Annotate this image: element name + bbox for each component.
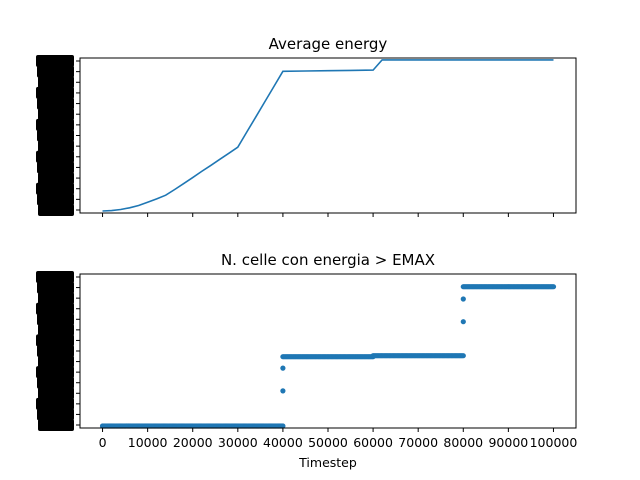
bottom-y-tick-label-blob <box>37 313 74 326</box>
bottom-y-tick-label-blob <box>37 376 74 389</box>
top-y-tick-label-blob <box>36 150 74 163</box>
bottom-y-tick-label-blob <box>36 397 74 410</box>
bottom-y-tick-label-blob <box>37 408 74 421</box>
bottom-axes: N. celle con energia > EMAX 0 10000 20000 3… <box>36 251 577 470</box>
scatter-point <box>550 284 557 290</box>
scatter-outlier-point <box>280 365 286 371</box>
top-y-ticks <box>36 55 80 216</box>
top-y-tick-label-blob <box>38 140 74 153</box>
top-y-tick-label-blob <box>37 161 74 174</box>
bottom-y-tick-label-blob <box>38 387 74 400</box>
x-tick-label: 20000 <box>173 435 213 450</box>
top-y-tick-label-blob <box>38 108 74 121</box>
bottom-y-tick-label-blob <box>38 292 74 305</box>
top-y-tick-label-blob <box>38 204 74 216</box>
bottom-y-tick-label-blob <box>37 345 74 357</box>
bottom-y-tick-label-blob <box>38 323 74 336</box>
top-x-ticks <box>102 213 554 217</box>
top-y-tick-label-blob <box>37 65 74 78</box>
x-tick-label: 50000 <box>308 435 348 450</box>
bottom-y-tick-label-blob <box>38 355 74 368</box>
bottom-y-tick-label-blob <box>37 281 74 294</box>
scatter-outlier-point <box>280 388 286 394</box>
x-tick-label: 60000 <box>353 435 393 450</box>
top-axes-frame <box>79 57 577 214</box>
bottom-y-ticks <box>36 271 80 431</box>
x-tick-label: 70000 <box>398 435 438 450</box>
top-plot-area <box>102 59 554 212</box>
bottom-y-tick-label-blob <box>36 366 74 379</box>
top-chart-title: Average energy <box>269 35 388 53</box>
bottom-x-ticks: 0 10000 20000 30000 40000 50000 60000 70000 8000… <box>99 428 578 450</box>
top-axes: Average energy <box>36 35 577 217</box>
x-axis-label: Timestep <box>298 455 357 470</box>
scatter-outlier-point <box>460 296 466 302</box>
top-y-tick-label-blob <box>37 193 74 206</box>
scatter-outlier-point <box>460 319 466 325</box>
top-y-tick-label-blob <box>36 118 74 131</box>
scatter-point <box>280 423 286 429</box>
x-tick-label: 80000 <box>443 435 483 450</box>
top-y-tick-label-blob <box>37 97 74 110</box>
top-y-tick-label-blob <box>36 55 74 67</box>
bottom-plot-area <box>99 284 557 429</box>
bottom-y-tick-label-blob <box>36 271 74 283</box>
bottom-y-tick-label-blob <box>38 419 74 431</box>
x-tick-label: 10000 <box>128 435 168 450</box>
x-tick-label: 100000 <box>530 435 578 450</box>
bottom-axes-frame <box>79 273 577 429</box>
top-y-tick-label-blob <box>38 172 74 185</box>
x-tick-label: 0 <box>99 435 107 450</box>
bottom-chart-title: N. celle con energia > EMAX <box>221 251 435 269</box>
energy-line <box>102 59 554 212</box>
x-tick-label: 30000 <box>218 435 258 450</box>
scatter-point <box>460 353 466 359</box>
top-y-tick-label-blob <box>37 129 74 142</box>
top-y-tick-label-blob <box>36 86 74 99</box>
x-tick-label: 90000 <box>488 435 528 450</box>
bottom-y-tick-label-blob <box>36 302 74 315</box>
top-y-tick-label-blob <box>36 182 74 195</box>
top-y-tick-label-blob <box>38 76 74 89</box>
x-tick-label: 40000 <box>263 435 303 450</box>
bottom-y-tick-label-blob <box>36 334 74 347</box>
